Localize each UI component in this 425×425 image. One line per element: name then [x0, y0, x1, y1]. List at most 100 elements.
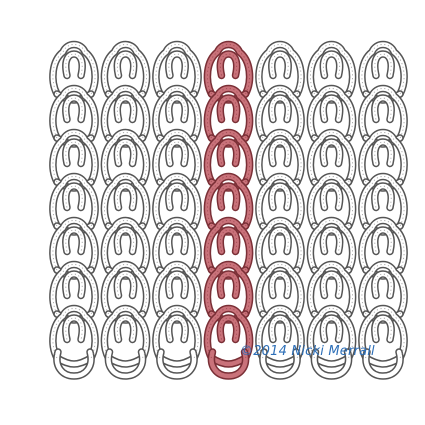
knit-stitch-shading — [361, 264, 405, 315]
knit-stitch-shading — [361, 44, 405, 95]
knit-stitch-shading — [168, 229, 186, 252]
knit-stitch-shading — [52, 308, 96, 359]
knit-stitch-shading — [52, 220, 96, 271]
knit-stitch-rows — [49, 40, 408, 380]
knit-stitch-shading — [310, 88, 353, 139]
knit-stitch-shading — [65, 185, 83, 208]
knit-stitch-shading — [258, 264, 302, 315]
knit-stitch-shading — [52, 264, 96, 315]
knit-stitch-shading — [258, 220, 302, 271]
highlighted-stitch-shading — [219, 229, 238, 252]
highlighted-yarn-shading — [207, 44, 250, 359]
highlighted-stitch-shading — [207, 220, 250, 271]
knit-stitch-shading — [116, 141, 135, 164]
knit-stitch-shading — [361, 308, 405, 359]
knit-stitch-shading — [65, 317, 83, 340]
knit-stitch-shading — [361, 220, 405, 271]
bottom-loop — [209, 349, 248, 379]
highlighted-stitch-shading — [219, 273, 238, 296]
bottom-loop — [157, 349, 197, 379]
knit-stitch-shading — [374, 273, 392, 296]
highlighted-stitch-shading — [207, 176, 250, 227]
bottom-loop — [260, 349, 300, 379]
knit-stitch-shading — [310, 220, 353, 271]
knit-stitch-shading — [155, 308, 199, 359]
knit-stitch-shading — [155, 44, 199, 95]
knit-stitch-shading — [52, 176, 96, 227]
highlighted-stitch-shading — [207, 44, 250, 95]
knit-stitch-shading — [104, 176, 147, 227]
knit-stitch-shading — [271, 141, 289, 164]
knit-stitch-shading — [104, 264, 147, 315]
knit-stitch-shading — [322, 185, 341, 208]
knit-stitch-shading — [310, 44, 353, 95]
knit-stitch-shading — [258, 176, 302, 227]
knit-stitch-shading — [155, 264, 199, 315]
highlighted-stitch-shading — [207, 308, 250, 359]
knit-stitch-shading — [322, 97, 341, 120]
knit-stitch-shading — [310, 264, 353, 315]
knit-stitch-shading — [65, 141, 83, 164]
knit-stitch-shading — [52, 44, 96, 95]
knit-stitch-shading — [65, 229, 83, 252]
highlighted-stitch-shading — [219, 97, 238, 120]
knit-stitch-shading — [65, 53, 83, 76]
knit-stitch-shading — [258, 308, 302, 359]
highlighted-stitch-shading — [219, 185, 238, 208]
knit-stitch-shading — [168, 97, 186, 120]
yarn-shading — [52, 44, 405, 359]
knit-stitch-shading — [374, 141, 392, 164]
copyright-notice: ©2014 Nicki Merrall — [240, 344, 375, 359]
knit-stitch-shading — [271, 185, 289, 208]
bottom-loop — [363, 349, 403, 379]
knit-stitch-shading — [168, 273, 186, 296]
knit-stitch-shading — [116, 229, 135, 252]
knit-stitch-shading — [155, 220, 199, 271]
bottom-loop — [106, 349, 145, 379]
knit-stitch-shading — [322, 317, 341, 340]
knit-stitch-shading — [271, 317, 289, 340]
knit-stitch-shading — [310, 308, 353, 359]
knit-stitch-shading — [155, 132, 199, 183]
knit-stitch-shading — [104, 88, 147, 139]
knit-stitch-shading — [258, 44, 302, 95]
knit-stitch-shading — [116, 53, 135, 76]
knit-stitch-shading — [310, 132, 353, 183]
knit-stitch-shading — [104, 308, 147, 359]
knit-stitch-shading — [361, 176, 405, 227]
knit-stitch-shading — [374, 53, 392, 76]
knit-stitch-shading — [322, 229, 341, 252]
knit-stitch-shading — [322, 53, 341, 76]
knit-stitch-shading — [155, 176, 199, 227]
knit-stitch-shading — [116, 97, 135, 120]
knit-stitch-shading — [361, 88, 405, 139]
knit-stitch-shading — [271, 97, 289, 120]
knit-stitch-shading — [104, 132, 147, 183]
knit-stitch-shading — [374, 185, 392, 208]
highlighted-stitch-shading — [207, 88, 250, 139]
knit-stitch-shading — [116, 317, 135, 340]
knit-stitch-shading — [168, 185, 186, 208]
knit-stitch-shading — [361, 132, 405, 183]
knit-stitch-shading — [155, 88, 199, 139]
knit-stitch-shading — [374, 97, 392, 120]
knit-stitch-shading — [322, 273, 341, 296]
knit-stitch-shading — [168, 141, 186, 164]
knit-stitch-shading — [322, 141, 341, 164]
knit-stitch-shading — [116, 185, 135, 208]
knit-stitch-shading — [271, 273, 289, 296]
highlighted-stitch-column — [203, 40, 254, 380]
knit-stitch-shading — [65, 273, 83, 296]
knit-stitch-shading — [52, 132, 96, 183]
knit-stitch-shading — [258, 88, 302, 139]
highlighted-stitch-shading — [219, 141, 238, 164]
knit-stitch-shading — [168, 317, 186, 340]
highlighted-stitch-shading — [219, 317, 238, 340]
highlighted-stitch-shading — [207, 264, 250, 315]
knit-stitch-shading — [271, 229, 289, 252]
knit-stitch-shading — [168, 53, 186, 76]
highlighted-stitch-shading — [207, 132, 250, 183]
knit-stitch-shading — [65, 97, 83, 120]
highlighted-stitch-shading — [219, 53, 238, 76]
